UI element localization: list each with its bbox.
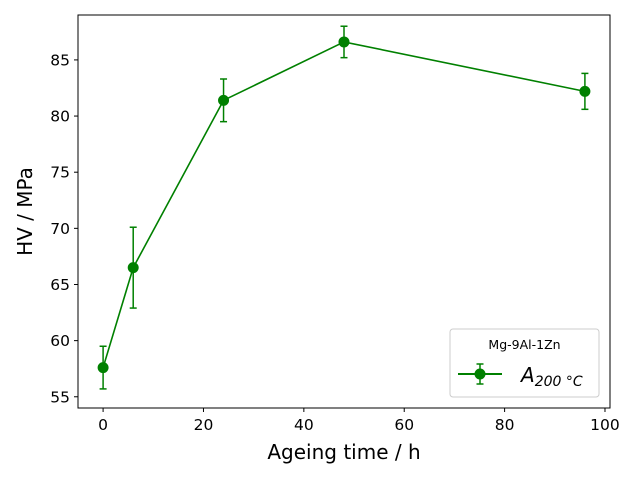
legend-label-subscript: 200 °C <box>535 374 583 390</box>
data-point <box>218 94 230 106</box>
x-axis: 0 20 40 60 80 100 <box>98 408 620 434</box>
legend: Mg-9Al-1Zn A200 °C <box>449 328 600 398</box>
y-tick-label: 80 <box>50 108 70 126</box>
data-point <box>97 362 109 374</box>
y-tick-label: 75 <box>50 164 70 182</box>
data-point <box>579 85 591 97</box>
legend-label-main: A <box>519 363 535 387</box>
x-tick-label: 60 <box>394 416 414 434</box>
y-tick-label: 55 <box>50 388 70 406</box>
x-tick-label: 40 <box>294 416 314 434</box>
x-tick-label: 20 <box>194 416 214 434</box>
x-tick-label: 80 <box>495 416 515 434</box>
data-point <box>127 262 139 274</box>
legend-box <box>449 328 600 398</box>
legend-marker <box>474 368 486 380</box>
y-tick-label: 60 <box>50 332 70 350</box>
x-axis-label: Ageing time / h <box>267 440 420 464</box>
series-layer <box>97 25 591 390</box>
legend-title: Mg-9Al-1Zn <box>488 337 560 352</box>
y-axis: 55 60 65 70 75 80 85 <box>50 51 78 406</box>
y-tick-label: 65 <box>50 276 70 294</box>
legend-label: A200 °C <box>519 363 583 390</box>
y-tick-label: 85 <box>50 51 70 69</box>
x-tick-label: 0 <box>98 416 108 434</box>
data-point <box>338 36 350 48</box>
y-axis-label: HV / MPa <box>13 167 37 256</box>
y-tick-label: 70 <box>50 220 70 238</box>
x-tick-label: 100 <box>590 416 620 434</box>
